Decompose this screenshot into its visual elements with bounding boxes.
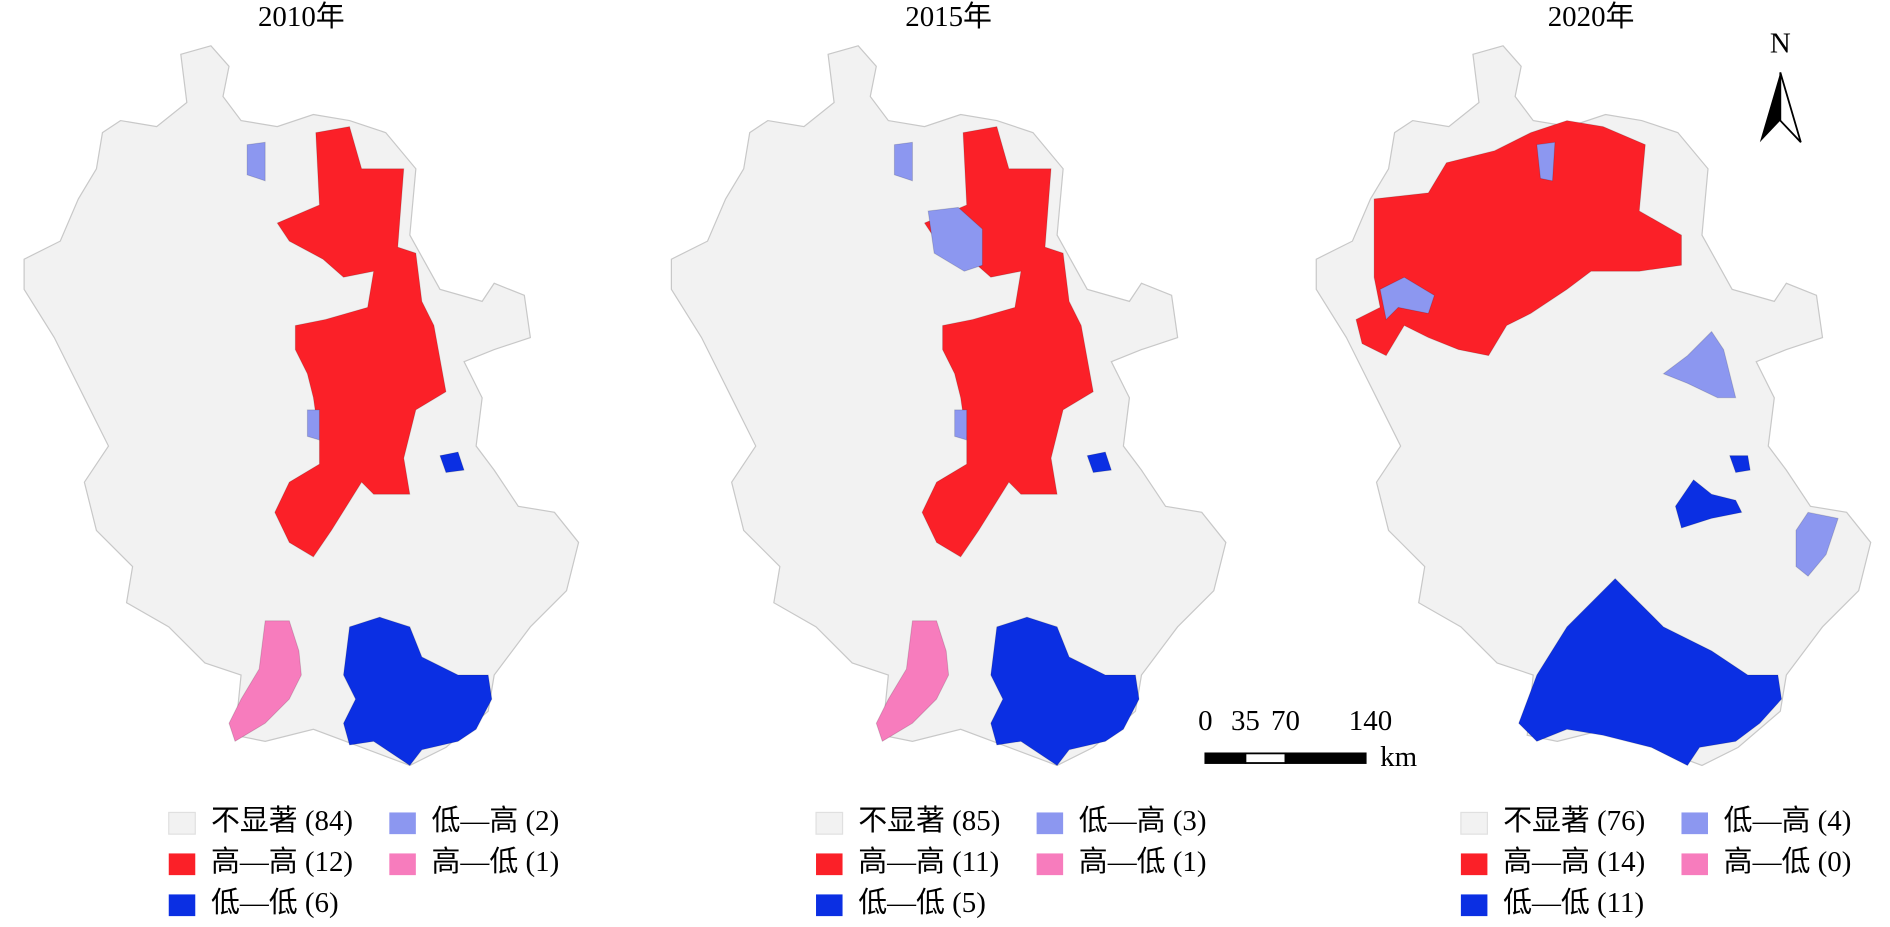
map-2010: [23, 45, 580, 767]
region: [1379, 276, 1435, 321]
arrow-right: [1779, 72, 1802, 143]
region: [306, 409, 320, 441]
north-arrow: N: [1759, 27, 1802, 143]
legend-count: (11): [1597, 887, 1644, 919]
region: [246, 141, 266, 182]
legend-swatch: [168, 853, 196, 876]
legend-swatch: [1681, 853, 1708, 876]
province: [670, 45, 1227, 767]
region: [990, 616, 1140, 767]
panel-title: 2015年: [905, 1, 992, 33]
legend-count: (76): [1597, 805, 1645, 837]
legend-count: (6): [305, 887, 339, 919]
legend-count: (1): [525, 846, 559, 878]
legend-swatch: [1460, 894, 1488, 917]
province: [23, 45, 580, 767]
scale-segment: [1284, 752, 1367, 764]
legend-swatch: [1036, 812, 1064, 835]
region: [343, 616, 493, 767]
map-2015: [670, 45, 1227, 767]
region: [439, 451, 465, 474]
region: [875, 620, 950, 743]
legend-count: (14): [1597, 846, 1645, 878]
region: [1662, 330, 1737, 399]
legend-swatch: [389, 853, 416, 876]
legend-label: 不显著: [211, 805, 298, 837]
panel-title: 2020年: [1548, 1, 1635, 33]
legend-count: (84): [305, 805, 353, 837]
scale-tick-label: 140: [1349, 705, 1392, 737]
legend-label: 不显著: [1503, 805, 1590, 837]
legend-label: 高—高: [1503, 846, 1590, 878]
legend-label: 低—低: [211, 887, 298, 919]
legend-count: (2): [525, 805, 559, 837]
scale-unit: km: [1380, 741, 1417, 773]
region: [1355, 120, 1682, 357]
legend-label: 低—高: [432, 805, 519, 837]
legend-label: 高—高: [211, 846, 298, 878]
legend-label: 低—低: [1503, 887, 1590, 919]
legend-swatch: [815, 811, 844, 835]
arrow-left: [1759, 72, 1781, 143]
scale-bar: 0 35 70 140 km: [1198, 705, 1417, 773]
legend-label: 低—高: [1079, 805, 1166, 837]
region: [1729, 455, 1751, 474]
legend-swatch: [1036, 853, 1064, 876]
region: [228, 620, 302, 743]
region: [274, 126, 447, 558]
legend-label: 高—低: [1724, 846, 1811, 878]
region: [954, 409, 968, 441]
legend-label: 低—高: [1724, 805, 1811, 837]
legend-swatch: [1681, 812, 1708, 835]
map-2020: [1315, 45, 1872, 767]
region: [927, 206, 983, 272]
scale-segment: [1204, 752, 1247, 764]
legend-swatch: [1460, 811, 1489, 835]
legend-swatch: [168, 811, 196, 835]
scale-tick-label: 0: [1198, 705, 1212, 737]
legend-label: 不显著: [858, 805, 945, 837]
legend-swatch: [168, 894, 196, 917]
legend-count: (4): [1818, 805, 1852, 837]
legend-label: 高—低: [1079, 846, 1166, 878]
legend-label: 高—低: [432, 846, 519, 878]
legend-label: 高—高: [858, 846, 945, 878]
panel-title: 2010年: [258, 1, 345, 33]
region: [1795, 511, 1839, 577]
region: [1536, 141, 1556, 182]
scale-segment: [1244, 752, 1287, 764]
region: [1674, 479, 1743, 529]
region: [1518, 577, 1783, 767]
legend-count: (11): [952, 846, 999, 878]
legend-label: 低—低: [858, 887, 945, 919]
legend-count: (5): [952, 887, 986, 919]
legend-count: (1): [1173, 846, 1207, 878]
legend-count: (12): [305, 846, 353, 878]
region: [893, 141, 913, 182]
legend-swatch: [816, 853, 843, 876]
north-label: N: [1770, 27, 1791, 59]
legend-count: (0): [1818, 846, 1852, 878]
legend-count: (3): [1173, 805, 1207, 837]
scale-tick-label: 35: [1231, 705, 1260, 737]
scale-tick-label: 70: [1271, 705, 1300, 737]
legend-swatch: [389, 812, 416, 835]
region: [1086, 451, 1112, 474]
legend-count: (85): [952, 805, 1000, 837]
legend-swatch: [1460, 853, 1488, 876]
legend-swatch: [816, 894, 843, 917]
